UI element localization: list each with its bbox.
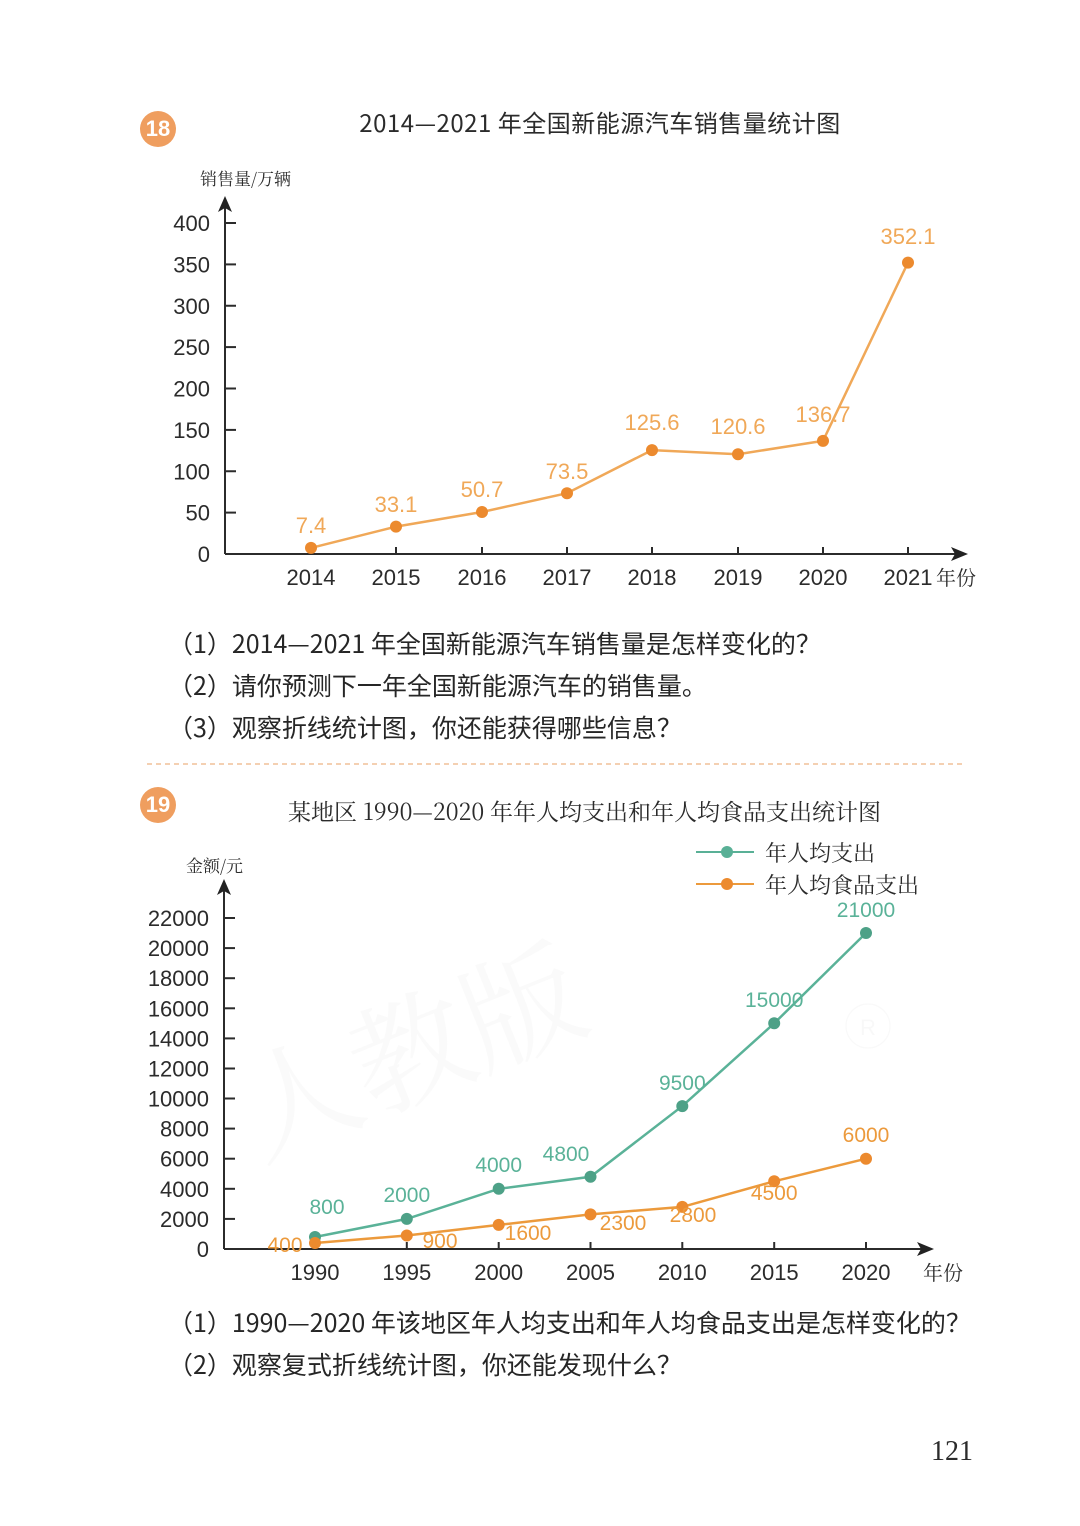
svg-text:0: 0 [197, 1237, 209, 1262]
svg-text:20000: 20000 [148, 936, 209, 961]
svg-text:2000: 2000 [383, 1184, 430, 1207]
svg-text:2020: 2020 [842, 1260, 891, 1285]
svg-text:400: 400 [267, 1234, 302, 1257]
svg-text:4800: 4800 [543, 1143, 590, 1166]
svg-text:1600: 1600 [505, 1222, 552, 1245]
svg-text:1995: 1995 [382, 1260, 431, 1285]
svg-text:15000: 15000 [745, 989, 803, 1012]
svg-text:1990: 1990 [291, 1260, 340, 1285]
svg-text:12000: 12000 [148, 1057, 209, 1082]
svg-text:21000: 21000 [837, 899, 895, 922]
svg-text:2015: 2015 [750, 1260, 799, 1285]
svg-text:4000: 4000 [475, 1154, 522, 1177]
svg-text:2000: 2000 [160, 1207, 209, 1232]
svg-text:22000: 22000 [148, 906, 209, 931]
svg-text:6000: 6000 [843, 1124, 890, 1147]
svg-text:4500: 4500 [751, 1182, 798, 1205]
svg-text:2300: 2300 [600, 1212, 647, 1235]
svg-text:金额/元: 金额/元 [186, 852, 243, 877]
svg-text:2010: 2010 [658, 1260, 707, 1285]
svg-text:6000: 6000 [160, 1147, 209, 1172]
svg-text:14000: 14000 [148, 1026, 209, 1051]
svg-text:8000: 8000 [160, 1117, 209, 1142]
svg-text:18000: 18000 [148, 966, 209, 991]
svg-text:900: 900 [422, 1230, 457, 1253]
svg-text:2800: 2800 [670, 1204, 717, 1227]
svg-text:16000: 16000 [148, 996, 209, 1021]
svg-text:800: 800 [309, 1196, 344, 1219]
svg-text:2005: 2005 [566, 1260, 615, 1285]
svg-text:4000: 4000 [160, 1177, 209, 1202]
svg-text:10000: 10000 [148, 1087, 209, 1112]
svg-text:9500: 9500 [659, 1072, 706, 1095]
svg-text:R: R [860, 1015, 876, 1040]
svg-text:年份: 年份 [923, 1257, 963, 1286]
svg-text:2000: 2000 [474, 1260, 523, 1285]
